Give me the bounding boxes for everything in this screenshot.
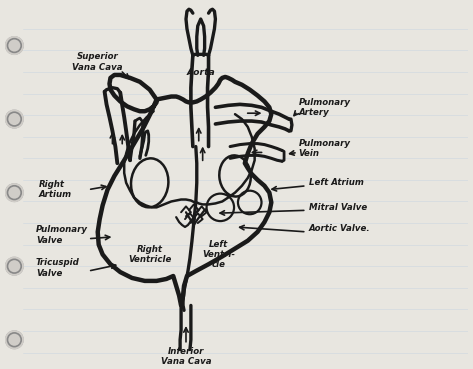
Circle shape bbox=[6, 184, 23, 201]
Circle shape bbox=[6, 331, 23, 349]
Text: Superior
Vana Cava: Superior Vana Cava bbox=[72, 52, 123, 72]
Circle shape bbox=[6, 37, 23, 54]
Text: Left
Ventri-
cle: Left Ventri- cle bbox=[202, 239, 235, 269]
Text: Right
Ventricle: Right Ventricle bbox=[128, 245, 171, 264]
Text: Pulmonary
Vein: Pulmonary Vein bbox=[299, 139, 351, 158]
Circle shape bbox=[6, 257, 23, 275]
Text: Pulmonary
Valve: Pulmonary Valve bbox=[36, 225, 88, 245]
Text: Aorta: Aorta bbox=[186, 68, 215, 76]
Text: Left Atrium: Left Atrium bbox=[308, 178, 363, 187]
Circle shape bbox=[6, 257, 23, 275]
Circle shape bbox=[6, 184, 23, 201]
Circle shape bbox=[6, 37, 23, 54]
Text: Tricuspid
Valve: Tricuspid Valve bbox=[36, 258, 79, 278]
Circle shape bbox=[6, 110, 23, 128]
Text: Pulmonary
Artery: Pulmonary Artery bbox=[299, 98, 351, 117]
Circle shape bbox=[6, 110, 23, 128]
Text: Aortic Valve.: Aortic Valve. bbox=[308, 224, 370, 234]
Text: Mitral Valve: Mitral Valve bbox=[308, 203, 367, 212]
Text: Inferior
Vana Cava: Inferior Vana Cava bbox=[161, 347, 211, 366]
Circle shape bbox=[6, 331, 23, 349]
Text: Right
Artium: Right Artium bbox=[39, 180, 72, 199]
